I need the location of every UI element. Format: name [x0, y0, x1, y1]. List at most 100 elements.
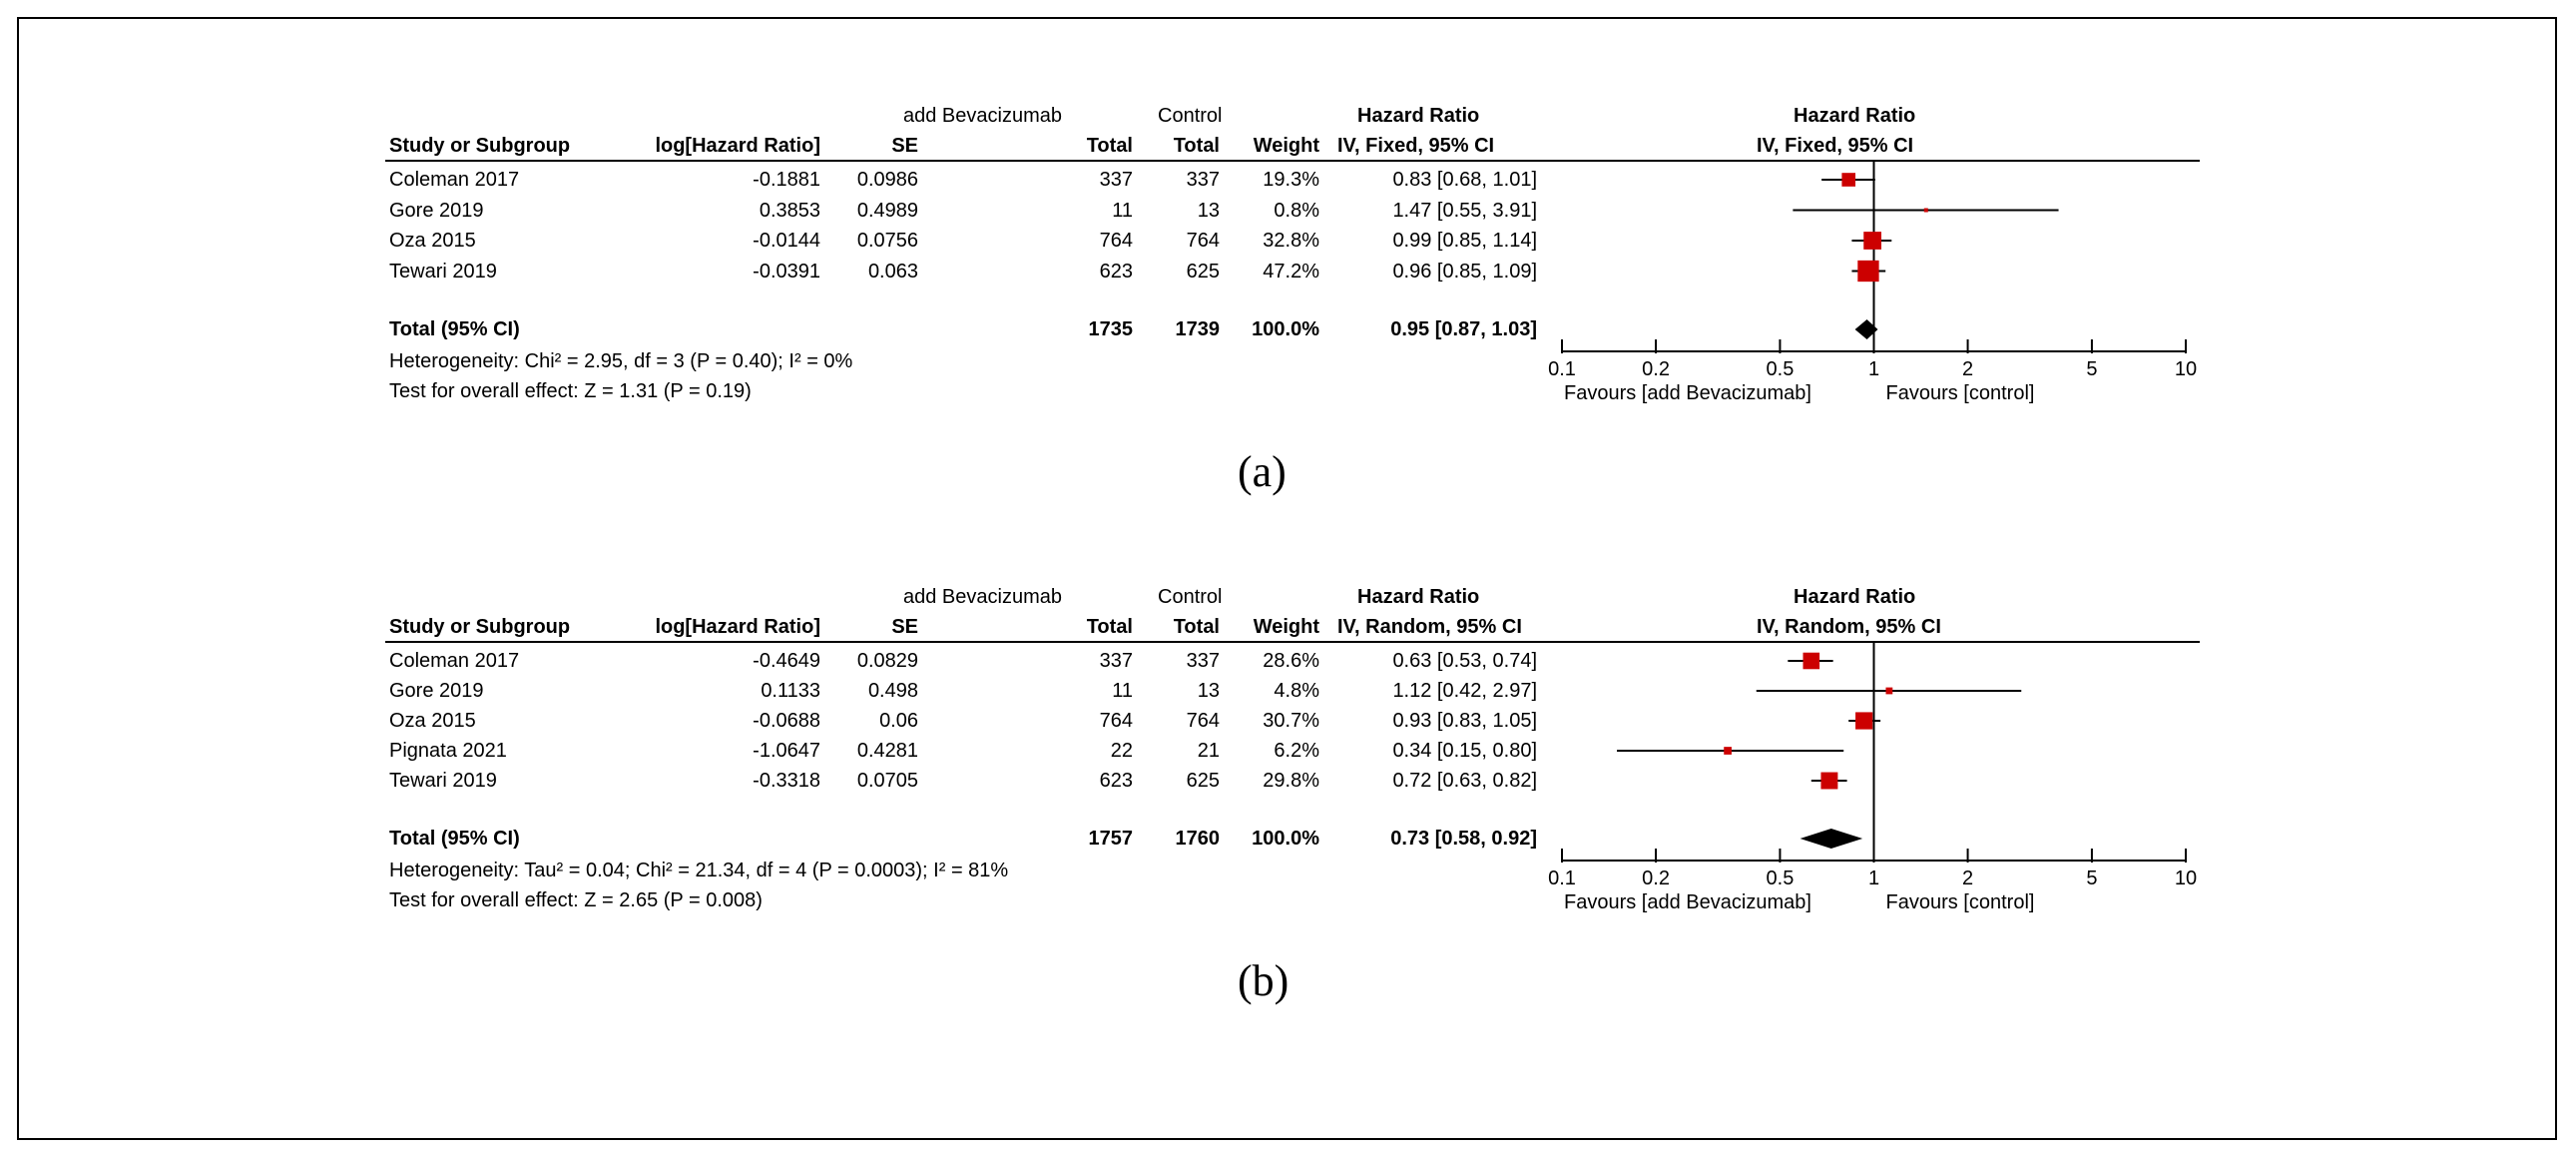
total-weight: 100.0%	[1252, 318, 1319, 340]
study-exp-total: 22	[1110, 740, 1133, 762]
study-marker	[1855, 712, 1873, 730]
study-weight: 19.3%	[1263, 169, 1319, 191]
study-exp-total: 764	[1099, 710, 1133, 732]
column-control-total: Total	[1173, 616, 1220, 638]
study-name: Coleman 2017	[389, 169, 520, 191]
study-marker	[1923, 208, 1928, 213]
study-exp-total: 623	[1099, 770, 1133, 792]
study-weight: 32.8%	[1263, 230, 1319, 252]
study-exp-total: 337	[1099, 650, 1133, 672]
study-weight: 0.8%	[1274, 199, 1319, 222]
x-tick-label: 2	[1962, 868, 1974, 889]
study-se: 0.063	[867, 260, 918, 283]
favours-left: Favours [add Bevacizumab]	[1564, 891, 1811, 913]
column-control-total: Total	[1173, 135, 1220, 157]
study-loghr: -0.0144	[753, 230, 820, 252]
pooled-diamond	[1854, 319, 1878, 339]
study-weight: 6.2%	[1274, 740, 1319, 762]
study-name: Oza 2015	[389, 230, 476, 252]
heterogeneity-text: Heterogeneity: Chi² = 2.95, df = 3 (P = …	[389, 350, 853, 372]
x-tick-label: 10	[2174, 358, 2198, 380]
column-hr-method: IV, Random, 95% CI	[1337, 616, 1522, 638]
study-weight: 28.6%	[1263, 650, 1319, 672]
heterogeneity-text: Heterogeneity: Tau² = 0.04; Chi² = 21.34…	[389, 860, 1009, 881]
forest-plot-b: add Bevacizumab Control Hazard Ratio Hazard…	[0, 586, 2576, 1005]
study-loghr: -0.1881	[753, 169, 820, 191]
study-hr-ci: 0.72 [0.63, 0.82]	[1392, 770, 1537, 792]
x-tick-label: 0.1	[1548, 358, 1576, 380]
study-se: 0.06	[879, 710, 918, 732]
total-label: Total (95% CI)	[389, 828, 520, 850]
study-name: Coleman 2017	[389, 650, 520, 672]
x-tick-label: 2	[1962, 358, 1974, 380]
x-tick-label: 0.2	[1642, 868, 1670, 889]
study-exp-total: 764	[1099, 230, 1133, 252]
plot-title: Hazard Ratio	[1794, 586, 1916, 608]
total-hr-ci: 0.95 [0.87, 1.03]	[1390, 318, 1537, 340]
study-hr-ci: 0.83 [0.68, 1.01]	[1392, 169, 1537, 191]
study-exp-total: 11	[1112, 199, 1133, 222]
study-hr-ci: 1.47 [0.55, 3.91]	[1392, 199, 1537, 222]
pooled-diamond	[1800, 829, 1863, 849]
study-name: Gore 2019	[389, 199, 484, 222]
study-marker	[1885, 687, 1893, 695]
study-weight: 47.2%	[1263, 260, 1319, 283]
study-marker	[1863, 232, 1882, 250]
study-control-total: 625	[1186, 260, 1220, 283]
study-hr-ci: 0.34 [0.15, 0.80]	[1392, 740, 1537, 762]
header-rule	[385, 160, 2200, 162]
study-se: 0.0705	[856, 770, 918, 792]
panel-label: (b)	[1238, 956, 1289, 1005]
study-hr-ci: 0.93 [0.83, 1.05]	[1392, 710, 1537, 732]
study-exp-total: 337	[1099, 169, 1133, 191]
study-control-total: 21	[1197, 740, 1220, 762]
study-marker	[1857, 260, 1879, 283]
study-loghr: -0.0391	[753, 260, 820, 283]
column-weight: Weight	[1253, 135, 1319, 157]
column-loghr: log[Hazard Ratio]	[655, 135, 820, 157]
group-header-exp: add Bevacizumab	[903, 586, 1062, 608]
study-control-total: 337	[1186, 650, 1220, 672]
total-hr-ci: 0.73 [0.58, 0.92]	[1390, 828, 1537, 850]
total-control: 1739	[1175, 318, 1221, 340]
column-hr-method: IV, Fixed, 95% CI	[1337, 135, 1495, 157]
study-marker	[1724, 747, 1732, 755]
study-hr-ci: 0.99 [0.85, 1.14]	[1392, 230, 1537, 252]
overall-effect-text: Test for overall effect: Z = 1.31 (P = 0…	[389, 380, 752, 402]
favours-left: Favours [add Bevacizumab]	[1564, 382, 1811, 404]
x-tick-label: 0.1	[1548, 868, 1576, 889]
plot-method: IV, Random, 95% CI	[1757, 616, 1941, 638]
study-control-total: 337	[1186, 169, 1220, 191]
study-loghr: -0.3318	[753, 770, 820, 792]
study-hr-ci: 0.63 [0.53, 0.74]	[1392, 650, 1537, 672]
column-exp-total: Total	[1086, 135, 1133, 157]
figure-frame	[17, 17, 2557, 1140]
column-weight: Weight	[1253, 616, 1319, 638]
total-control: 1760	[1175, 828, 1221, 850]
column-exp-total: Total	[1086, 616, 1133, 638]
forest-plot-area	[1561, 160, 2187, 353]
panel-label: (a)	[1238, 447, 1287, 496]
study-name: Oza 2015	[389, 710, 476, 732]
hr-column-title: Hazard Ratio	[1357, 586, 1480, 608]
group-header-control: Control	[1158, 586, 1223, 608]
study-se: 0.0986	[856, 169, 918, 191]
column-study: Study or Subgroup	[389, 616, 571, 638]
plot-method: IV, Fixed, 95% CI	[1757, 135, 1914, 157]
x-tick-label: 5	[2086, 358, 2098, 380]
column-se: SE	[891, 135, 918, 157]
overall-effect-text: Test for overall effect: Z = 2.65 (P = 0…	[389, 889, 763, 911]
study-loghr: 0.3853	[759, 199, 820, 222]
study-marker	[1803, 652, 1820, 670]
study-control-total: 625	[1186, 770, 1220, 792]
study-name: Pignata 2021	[389, 740, 507, 762]
favours-right: Favours [control]	[1885, 382, 2035, 404]
study-hr-ci: 1.12 [0.42, 2.97]	[1392, 680, 1537, 702]
column-se: SE	[891, 616, 918, 638]
study-se: 0.0756	[856, 230, 918, 252]
study-loghr: -0.0688	[753, 710, 820, 732]
study-se: 0.4281	[856, 740, 918, 762]
column-study: Study or Subgroup	[389, 135, 571, 157]
study-exp-total: 623	[1099, 260, 1133, 283]
total-exp: 1757	[1088, 828, 1134, 850]
